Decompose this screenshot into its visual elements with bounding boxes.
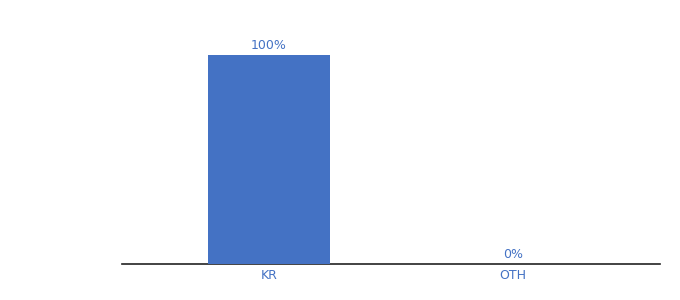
Text: 0%: 0%: [503, 248, 523, 261]
Text: 100%: 100%: [251, 39, 287, 52]
Bar: [208, 55, 330, 264]
